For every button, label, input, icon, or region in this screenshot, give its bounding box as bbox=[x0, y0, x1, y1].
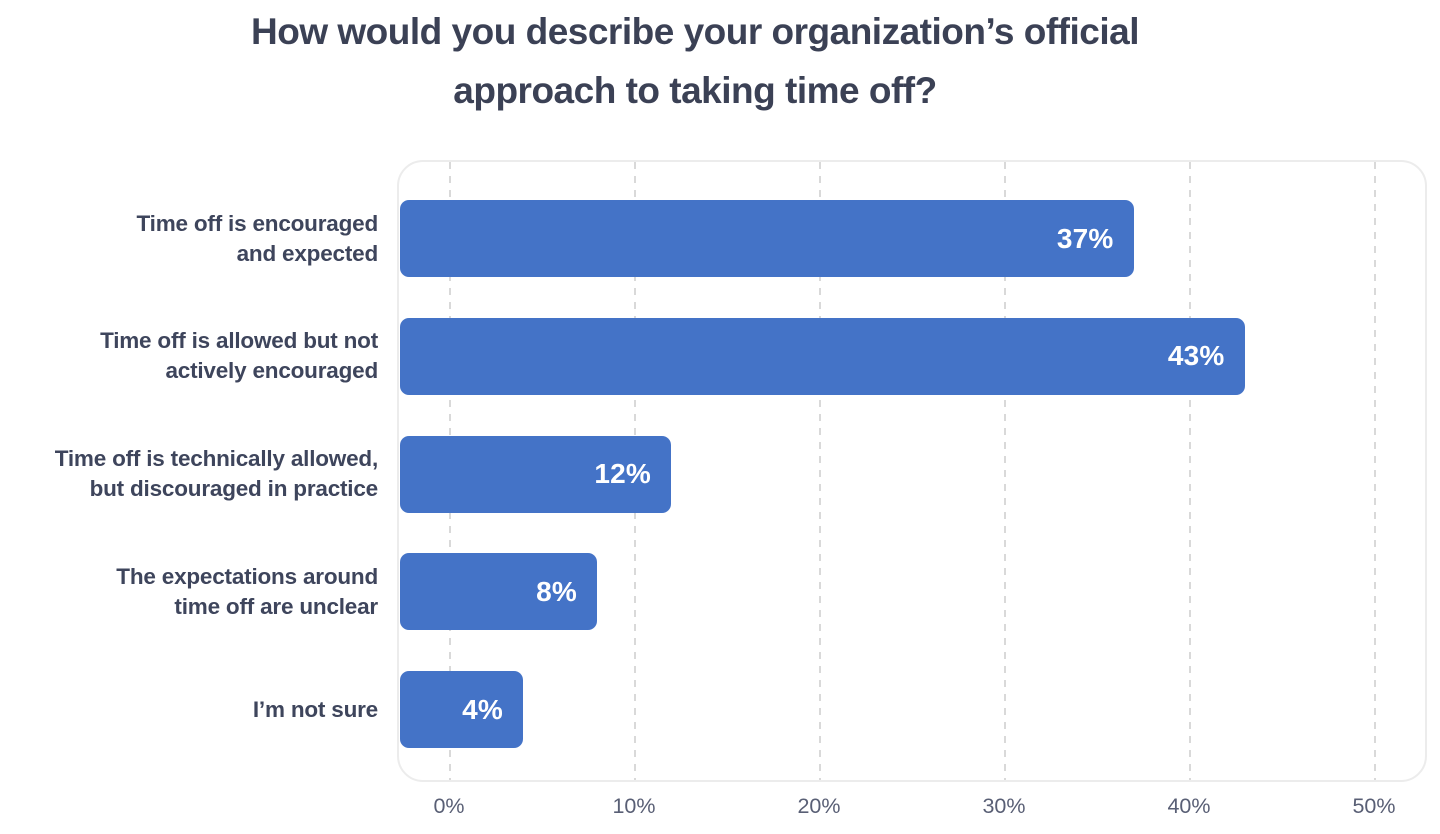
x-tick-label: 20% bbox=[797, 794, 841, 818]
category-label-line: I’m not sure bbox=[252, 696, 378, 722]
bar: 43% bbox=[400, 317, 1245, 395]
bar-value-label: 43% bbox=[1167, 340, 1225, 372]
bar: 37% bbox=[400, 200, 1134, 277]
chart-title: How would you describe your organization… bbox=[0, 2, 1390, 120]
category-label-line: Time off is encouraged bbox=[136, 210, 379, 236]
category-label-line: actively encouraged bbox=[165, 358, 378, 384]
x-axis: 0% 10% 20% 30% 40% 50% bbox=[0, 794, 1440, 824]
gridline bbox=[819, 162, 821, 780]
category-label: Time off is allowed but not actively enco… bbox=[0, 318, 378, 395]
chart-title-line-2: approach to taking time off? bbox=[453, 70, 937, 111]
bar: 8% bbox=[400, 553, 597, 631]
chart-title-line-1: How would you describe your organization… bbox=[251, 11, 1139, 52]
x-tick-label: 30% bbox=[982, 794, 1026, 818]
x-tick-label: 0% bbox=[433, 794, 465, 818]
category-label: Time off is technically allowed, but disc… bbox=[0, 436, 378, 513]
x-tick-label: 50% bbox=[1352, 794, 1396, 818]
category-label: The expectations around time off are uncl… bbox=[0, 553, 378, 630]
category-label-line: The expectations around bbox=[116, 563, 378, 589]
gridline bbox=[1374, 162, 1376, 780]
category-label-line: Time off is allowed but not bbox=[100, 328, 378, 354]
category-label-line: and expected bbox=[236, 240, 379, 266]
bar: 12% bbox=[400, 435, 671, 513]
category-label-line: but discouraged in practice bbox=[89, 476, 379, 501]
gridline bbox=[1004, 162, 1006, 780]
bar-value-label: 4% bbox=[462, 693, 503, 725]
x-tick-label: 10% bbox=[612, 794, 656, 818]
category-label: I’m not sure bbox=[0, 671, 378, 748]
category-label-line: time off are unclear bbox=[174, 593, 378, 619]
category-label: Time off is encouraged and expected bbox=[0, 200, 379, 277]
bar: 4% bbox=[400, 671, 523, 748]
category-label-line: Time off is technically allowed, bbox=[54, 446, 378, 471]
gridline bbox=[1189, 162, 1191, 780]
x-tick-label: 40% bbox=[1167, 794, 1211, 818]
bar-value-label: 37% bbox=[1056, 222, 1114, 254]
bar-value-label: 8% bbox=[536, 575, 577, 607]
bar-value-label: 12% bbox=[594, 458, 651, 489]
